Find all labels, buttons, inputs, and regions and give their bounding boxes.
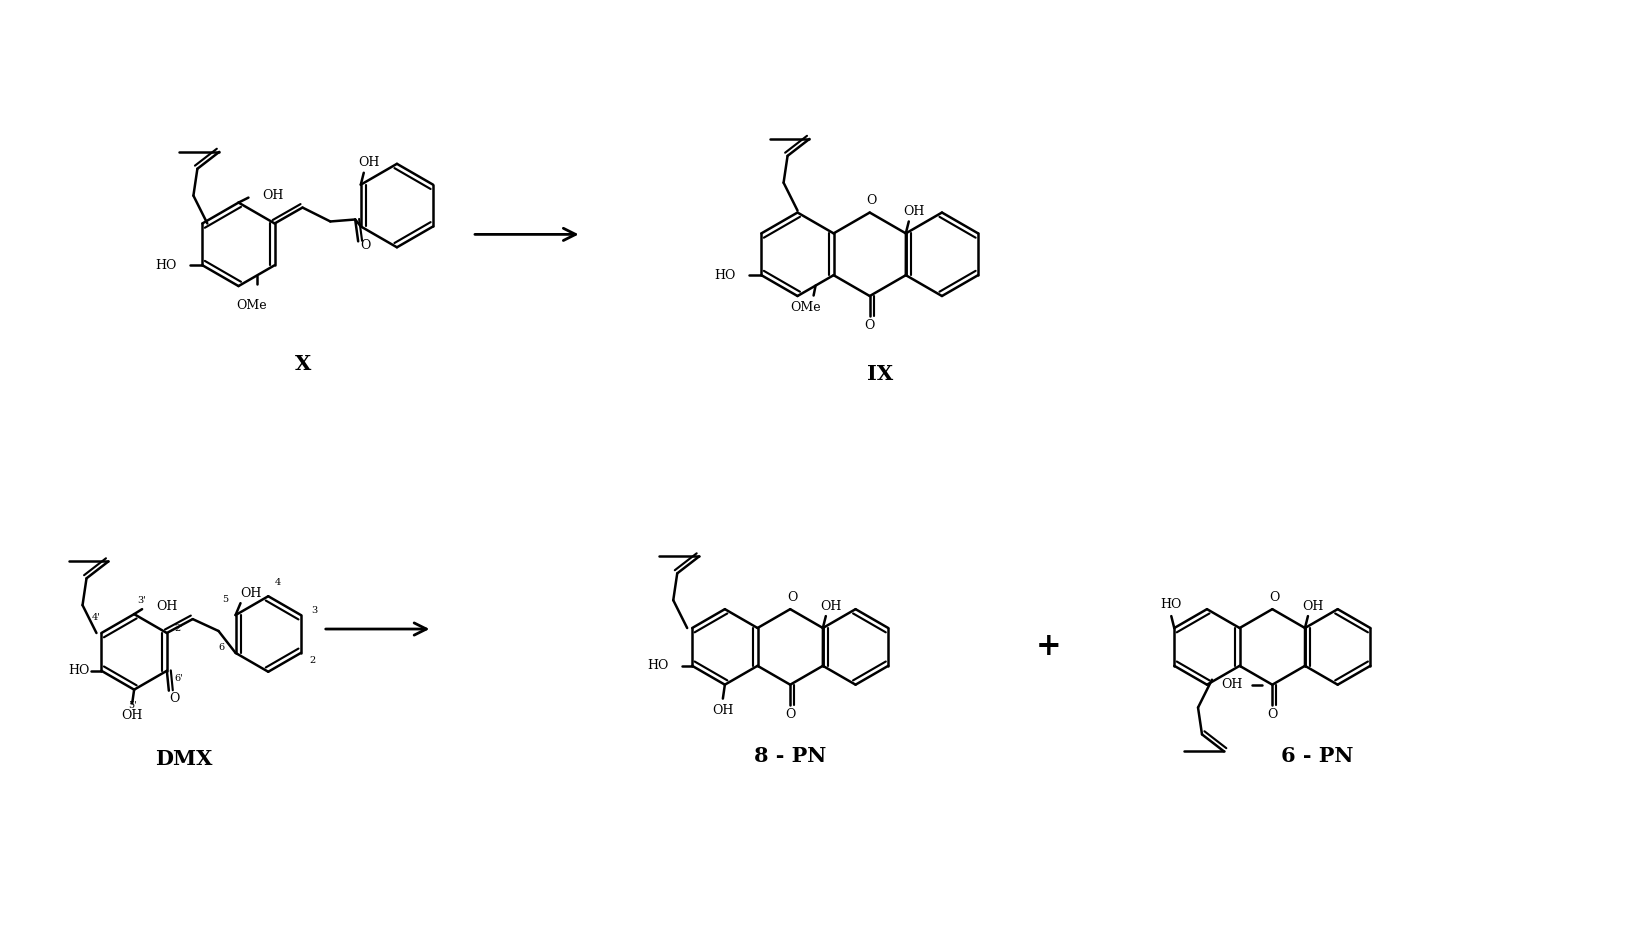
Text: HO: HO xyxy=(647,660,668,673)
Text: 5: 5 xyxy=(223,594,229,604)
Text: DMX: DMX xyxy=(155,749,213,769)
Text: 6: 6 xyxy=(218,644,224,652)
Text: OH: OH xyxy=(358,157,380,169)
Text: 3': 3' xyxy=(137,595,147,605)
Text: 4: 4 xyxy=(276,578,280,587)
Text: +: + xyxy=(1036,632,1061,662)
Text: 6 - PN: 6 - PN xyxy=(1280,746,1353,766)
Text: HO: HO xyxy=(68,664,89,677)
Text: OH: OH xyxy=(713,704,734,717)
Text: OH: OH xyxy=(157,600,178,613)
Text: 5': 5' xyxy=(127,701,137,710)
Text: OH: OH xyxy=(1302,600,1323,613)
Text: O: O xyxy=(1269,591,1279,604)
Text: O: O xyxy=(785,708,795,721)
Text: HO: HO xyxy=(714,269,736,282)
Text: 2: 2 xyxy=(310,656,317,665)
Text: O: O xyxy=(787,591,797,604)
Text: O: O xyxy=(1267,708,1277,721)
Text: HO: HO xyxy=(1160,598,1181,611)
Text: O: O xyxy=(866,194,876,207)
Text: OMe: OMe xyxy=(236,299,267,313)
Text: O: O xyxy=(360,239,370,252)
Text: OH: OH xyxy=(239,587,261,600)
Text: OH: OH xyxy=(262,189,284,202)
Text: 4': 4' xyxy=(92,613,101,621)
Text: OMe: OMe xyxy=(790,301,822,313)
Text: 2': 2' xyxy=(175,623,183,633)
Text: OH: OH xyxy=(903,205,924,218)
Text: 3: 3 xyxy=(312,606,318,615)
Text: OH: OH xyxy=(122,709,144,722)
Text: X: X xyxy=(295,354,312,373)
Text: O: O xyxy=(170,692,180,705)
Text: 6': 6' xyxy=(175,675,183,683)
Text: OH: OH xyxy=(820,600,842,613)
Text: OH: OH xyxy=(1221,678,1242,691)
Text: HO: HO xyxy=(155,258,177,272)
Text: 8 - PN: 8 - PN xyxy=(754,746,827,766)
Text: IX: IX xyxy=(866,364,893,383)
Text: O: O xyxy=(865,319,874,332)
